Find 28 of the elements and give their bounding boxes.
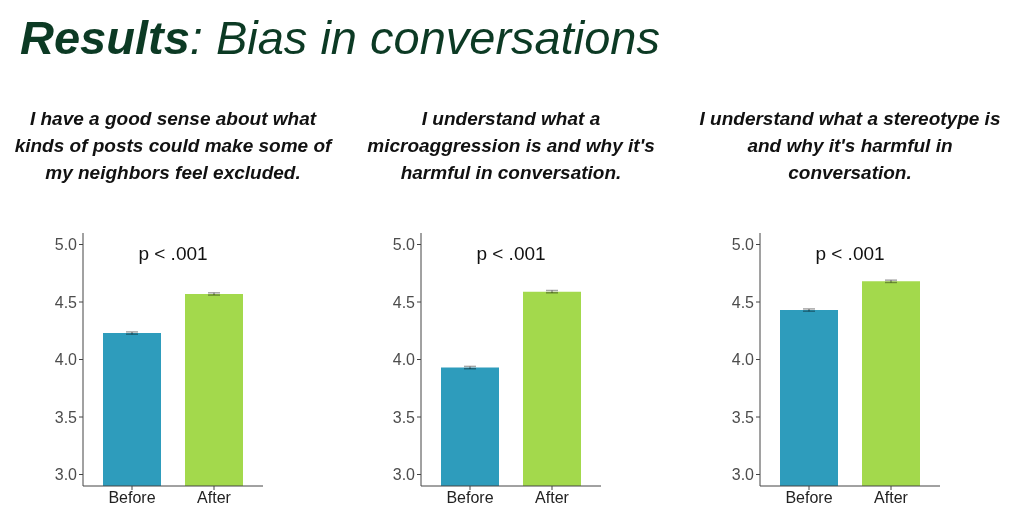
y-tick-label: 5.0 [54, 236, 78, 254]
y-tick-label: 3.0 [392, 466, 416, 484]
x-tick-label: Before [108, 489, 156, 507]
y-tick-label: 4.5 [54, 293, 78, 311]
y-tick-label: 3.5 [392, 408, 416, 426]
y-tick-label: 3.5 [731, 408, 755, 426]
chart-subtitle: I have a good sense about what kinds of posts could make some of my neighbors feel excluded. [13, 107, 334, 185]
y-tick-label: 5.0 [731, 236, 755, 254]
y-tick-label: 4.0 [731, 351, 755, 369]
annotation: p < .001 [476, 243, 546, 264]
x-tick-label: After [197, 489, 232, 507]
y-tick-label: 4.5 [731, 293, 755, 311]
x-tick-label: Before [785, 489, 833, 507]
x-tick-label: Before [446, 489, 494, 507]
y-tick-label: 3.0 [54, 466, 78, 484]
chart-title: Results: Bias in conversations [20, 11, 661, 64]
y-tick-label: 5.0 [392, 236, 416, 254]
chart-subtitle: I understand what a stereotype is and why it's harmful in conversation. [698, 107, 1002, 185]
y-tick-label: 4.5 [392, 293, 416, 311]
annotation: p < .001 [815, 243, 885, 264]
x-tick-label: After [535, 489, 570, 507]
x-tick-label: After [874, 489, 909, 507]
y-tick-label: 3.5 [54, 408, 78, 426]
y-tick-label: 4.0 [392, 351, 416, 369]
y-tick-label: 4.0 [54, 351, 78, 369]
y-tick-label: 3.0 [731, 466, 755, 484]
annotation: p < .001 [138, 243, 208, 264]
chart-subtitle: I understand what a microaggression is and why it's harmful in conversation. [366, 107, 656, 185]
